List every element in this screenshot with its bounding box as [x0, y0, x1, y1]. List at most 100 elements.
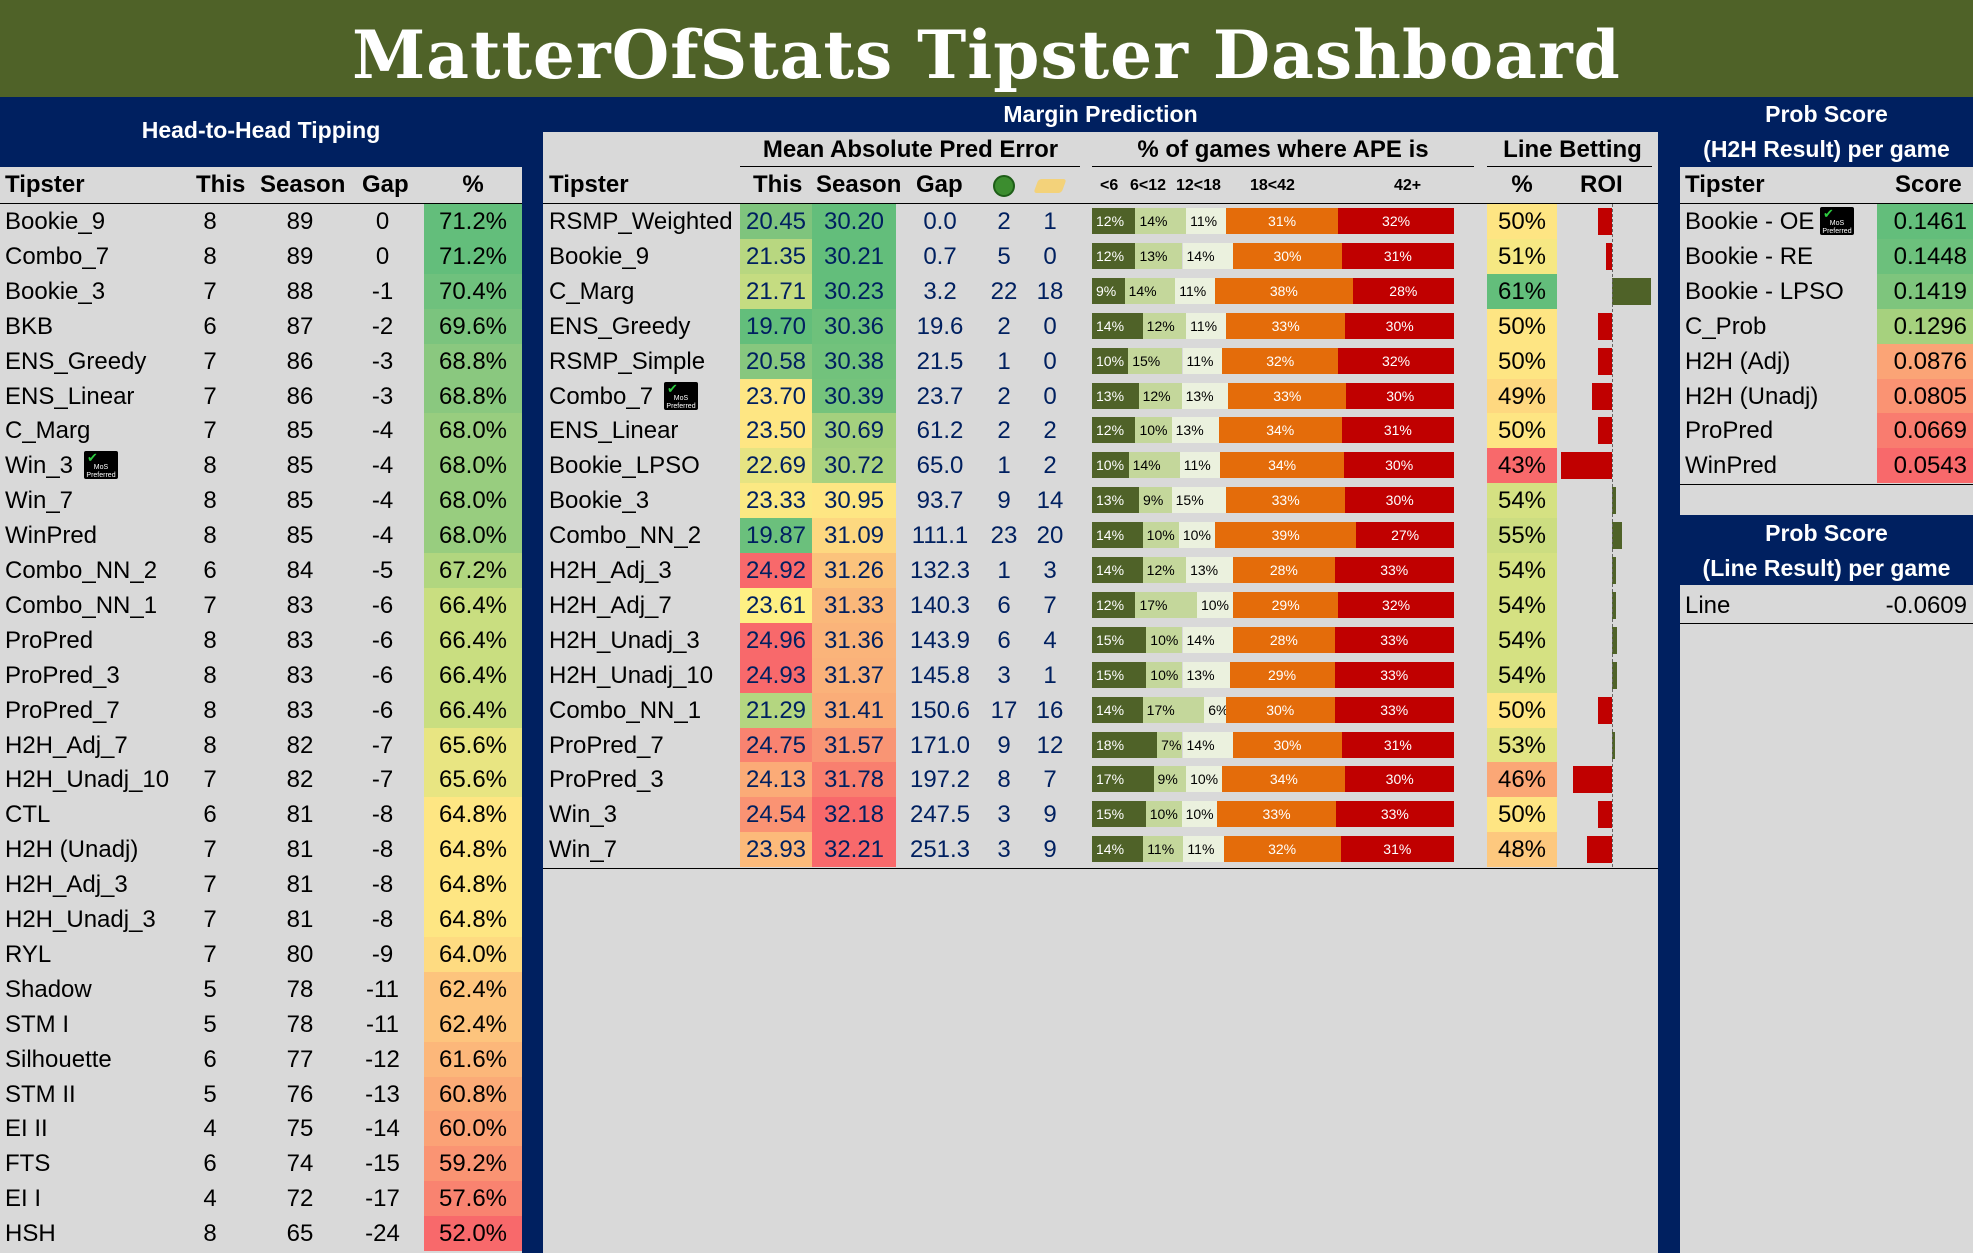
ape-stacked-bar: 15% 10% 13% 29% 33% [1092, 661, 1454, 688]
ape-segment: 10% [1196, 591, 1234, 618]
mos-preferred-badge: ✔ MoS Preferred [1820, 207, 1854, 235]
pct-fill [424, 1006, 522, 1042]
h2h-table-row: EI II 4 75 -14 60.0% [0, 1111, 522, 1147]
season-total: 88 [286, 277, 314, 305]
tipster-name: Combo_7 [5, 242, 110, 270]
ape-segment: 10% [1092, 347, 1129, 374]
ape-stacked-bar: 13% 9% 15% 33% 30% [1092, 487, 1454, 514]
prob-table-row: Bookie - RE 0.1448 [1680, 238, 1973, 274]
roi-bar [1591, 382, 1612, 410]
season-fill [812, 413, 896, 449]
this-round: 8 [203, 696, 217, 724]
tipster-name: Bookie_3 [5, 277, 106, 305]
worst-count: 18 [1036, 277, 1064, 305]
worst-count: 0 [1043, 347, 1057, 375]
ape-segment: 30% [1233, 242, 1342, 269]
mape-this: 21.71 [745, 277, 807, 305]
mos-preferred-badge: ✔ MoS Preferred [84, 451, 118, 480]
pct-value: 68.8% [438, 347, 508, 375]
roi-bar [1586, 836, 1612, 864]
season-total: 81 [286, 871, 314, 899]
tipster-name: C_Prob [1685, 312, 1767, 340]
worst-count: 2 [1043, 417, 1057, 445]
tipster-name: HSH [5, 1220, 56, 1248]
h2h-table-row: ProPred 8 83 -6 66.4% [0, 622, 522, 658]
margin-table-row: H2H_Unadj_3 24.96 31.36 143.9 6 4 15% 10% 14% 28%… [543, 622, 1658, 658]
gap-value: -2 [371, 312, 394, 340]
this-fill [740, 762, 812, 798]
h2h-table-row: Bookie_3 7 88 -1 70.4% [0, 273, 522, 309]
ape-stacked-bar: 17% 9% 10% 34% 30% [1092, 766, 1454, 793]
tipster-name: Combo_NN_2 [5, 557, 158, 584]
pct-fill [424, 413, 522, 449]
ape-segment: 32% [1338, 591, 1454, 618]
margin-table-row: C_Marg 21.71 30.23 3.2 22 18 9% 14% 11% 38% 28% 61% [543, 273, 1658, 309]
this-fill [740, 273, 812, 309]
ape-stacked-bar: 14%17%6%30%33% [1092, 696, 1454, 723]
mape-underline [740, 166, 1080, 167]
season-total: 84 [286, 557, 314, 584]
mape-this: 24.75 [745, 731, 807, 759]
this-fill [740, 657, 812, 693]
season-fill [812, 483, 896, 519]
ape-segment: 12% [1092, 417, 1136, 444]
best-count: 3 [997, 801, 1011, 829]
ape-segment: 12% [1092, 591, 1136, 618]
line-pct-fill [1487, 448, 1557, 484]
line-pct: 49% [1497, 382, 1547, 410]
tipster-name: WinPred [1685, 452, 1778, 480]
gap-value: -6 [371, 591, 394, 619]
worst-count: 0 [1043, 382, 1057, 410]
score-value: 0.0805 [1893, 382, 1967, 410]
prob-line-panel [1680, 585, 1973, 1253]
line-pct-fill [1487, 204, 1557, 239]
ape-stacked-bar: 12% 14% 11% 31% 32% [1092, 208, 1454, 234]
mape-gap: 111.1 [911, 522, 969, 550]
this-round: 7 [203, 871, 217, 899]
pct-value: 69.6% [438, 312, 508, 340]
season-fill [812, 308, 896, 344]
line-pct-fill [1487, 832, 1557, 868]
ape-segment: 30% [1345, 487, 1454, 514]
ape-segment: 11% [1183, 836, 1224, 863]
dashboard-title: MatterOfStats Tipster Dashboard [352, 16, 1621, 94]
gap-value: -17 [365, 1185, 400, 1213]
mape-gap: 93.7 [916, 487, 964, 515]
pct-fill [424, 1181, 522, 1217]
pct-fill [424, 832, 522, 868]
worst-count: 0 [1043, 312, 1057, 340]
season-fill [812, 553, 896, 588]
this-round: 8 [203, 731, 217, 759]
line-betting-heading: Line Betting [1503, 136, 1642, 163]
season-total: 72 [286, 1185, 314, 1213]
mape-gap: 65.0 [916, 452, 964, 480]
score-value: 0.1461 [1893, 208, 1967, 235]
line-pct: 43% [1497, 452, 1547, 480]
pct-value: 68.8% [438, 382, 508, 410]
tipster-name: Silhouette [5, 1045, 112, 1073]
pct-value: 59.2% [438, 1150, 508, 1178]
pct-value: 65.6% [438, 731, 508, 759]
ape-segment: 11% [1182, 347, 1223, 374]
best-count: 6 [997, 626, 1011, 654]
this-round: 8 [203, 1220, 217, 1248]
mape-this: 23.61 [745, 591, 807, 619]
line-underline [1487, 166, 1652, 167]
best-count: 2 [997, 417, 1011, 445]
this-round: 8 [203, 208, 217, 235]
mape-season: 32.18 [823, 801, 885, 829]
margin-col-gap: Gap [916, 171, 963, 198]
this-fill [740, 518, 812, 554]
mape-season: 30.69 [823, 417, 885, 445]
ape-segment: 32% [1338, 347, 1454, 374]
h2h-table-row: H2H (Unadj) 7 81 -8 64.8% [0, 832, 522, 868]
ape-segment: 17% [1092, 766, 1154, 793]
tipster-name: Bookie_3 [549, 487, 650, 515]
h2h-table-row: H2H_Unadj_3 7 81 -8 64.8% [0, 902, 522, 937]
score-fill [1877, 378, 1973, 414]
ape-segment: 12% [1138, 382, 1182, 409]
tipster-name: ProPred_7 [549, 731, 664, 759]
this-round: 7 [203, 347, 217, 375]
margin-table-row: H2H_Adj_7 23.61 31.33 140.3 6 7 12% 17% 10% 29% 32… [543, 587, 1658, 623]
tipster-name: ProPred_3 [5, 661, 120, 689]
